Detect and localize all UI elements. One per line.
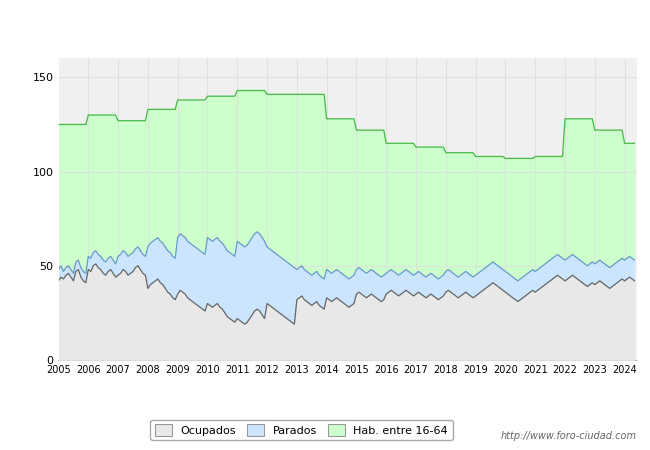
Text: http://www.foro-ciudad.com: http://www.foro-ciudad.com xyxy=(501,431,637,441)
Legend: Ocupados, Parados, Hab. entre 16-64: Ocupados, Parados, Hab. entre 16-64 xyxy=(150,420,452,440)
Text: Orea - Evolucion de la poblacion en edad de Trabajar Mayo de 2024: Orea - Evolucion de la poblacion en edad… xyxy=(99,16,551,29)
